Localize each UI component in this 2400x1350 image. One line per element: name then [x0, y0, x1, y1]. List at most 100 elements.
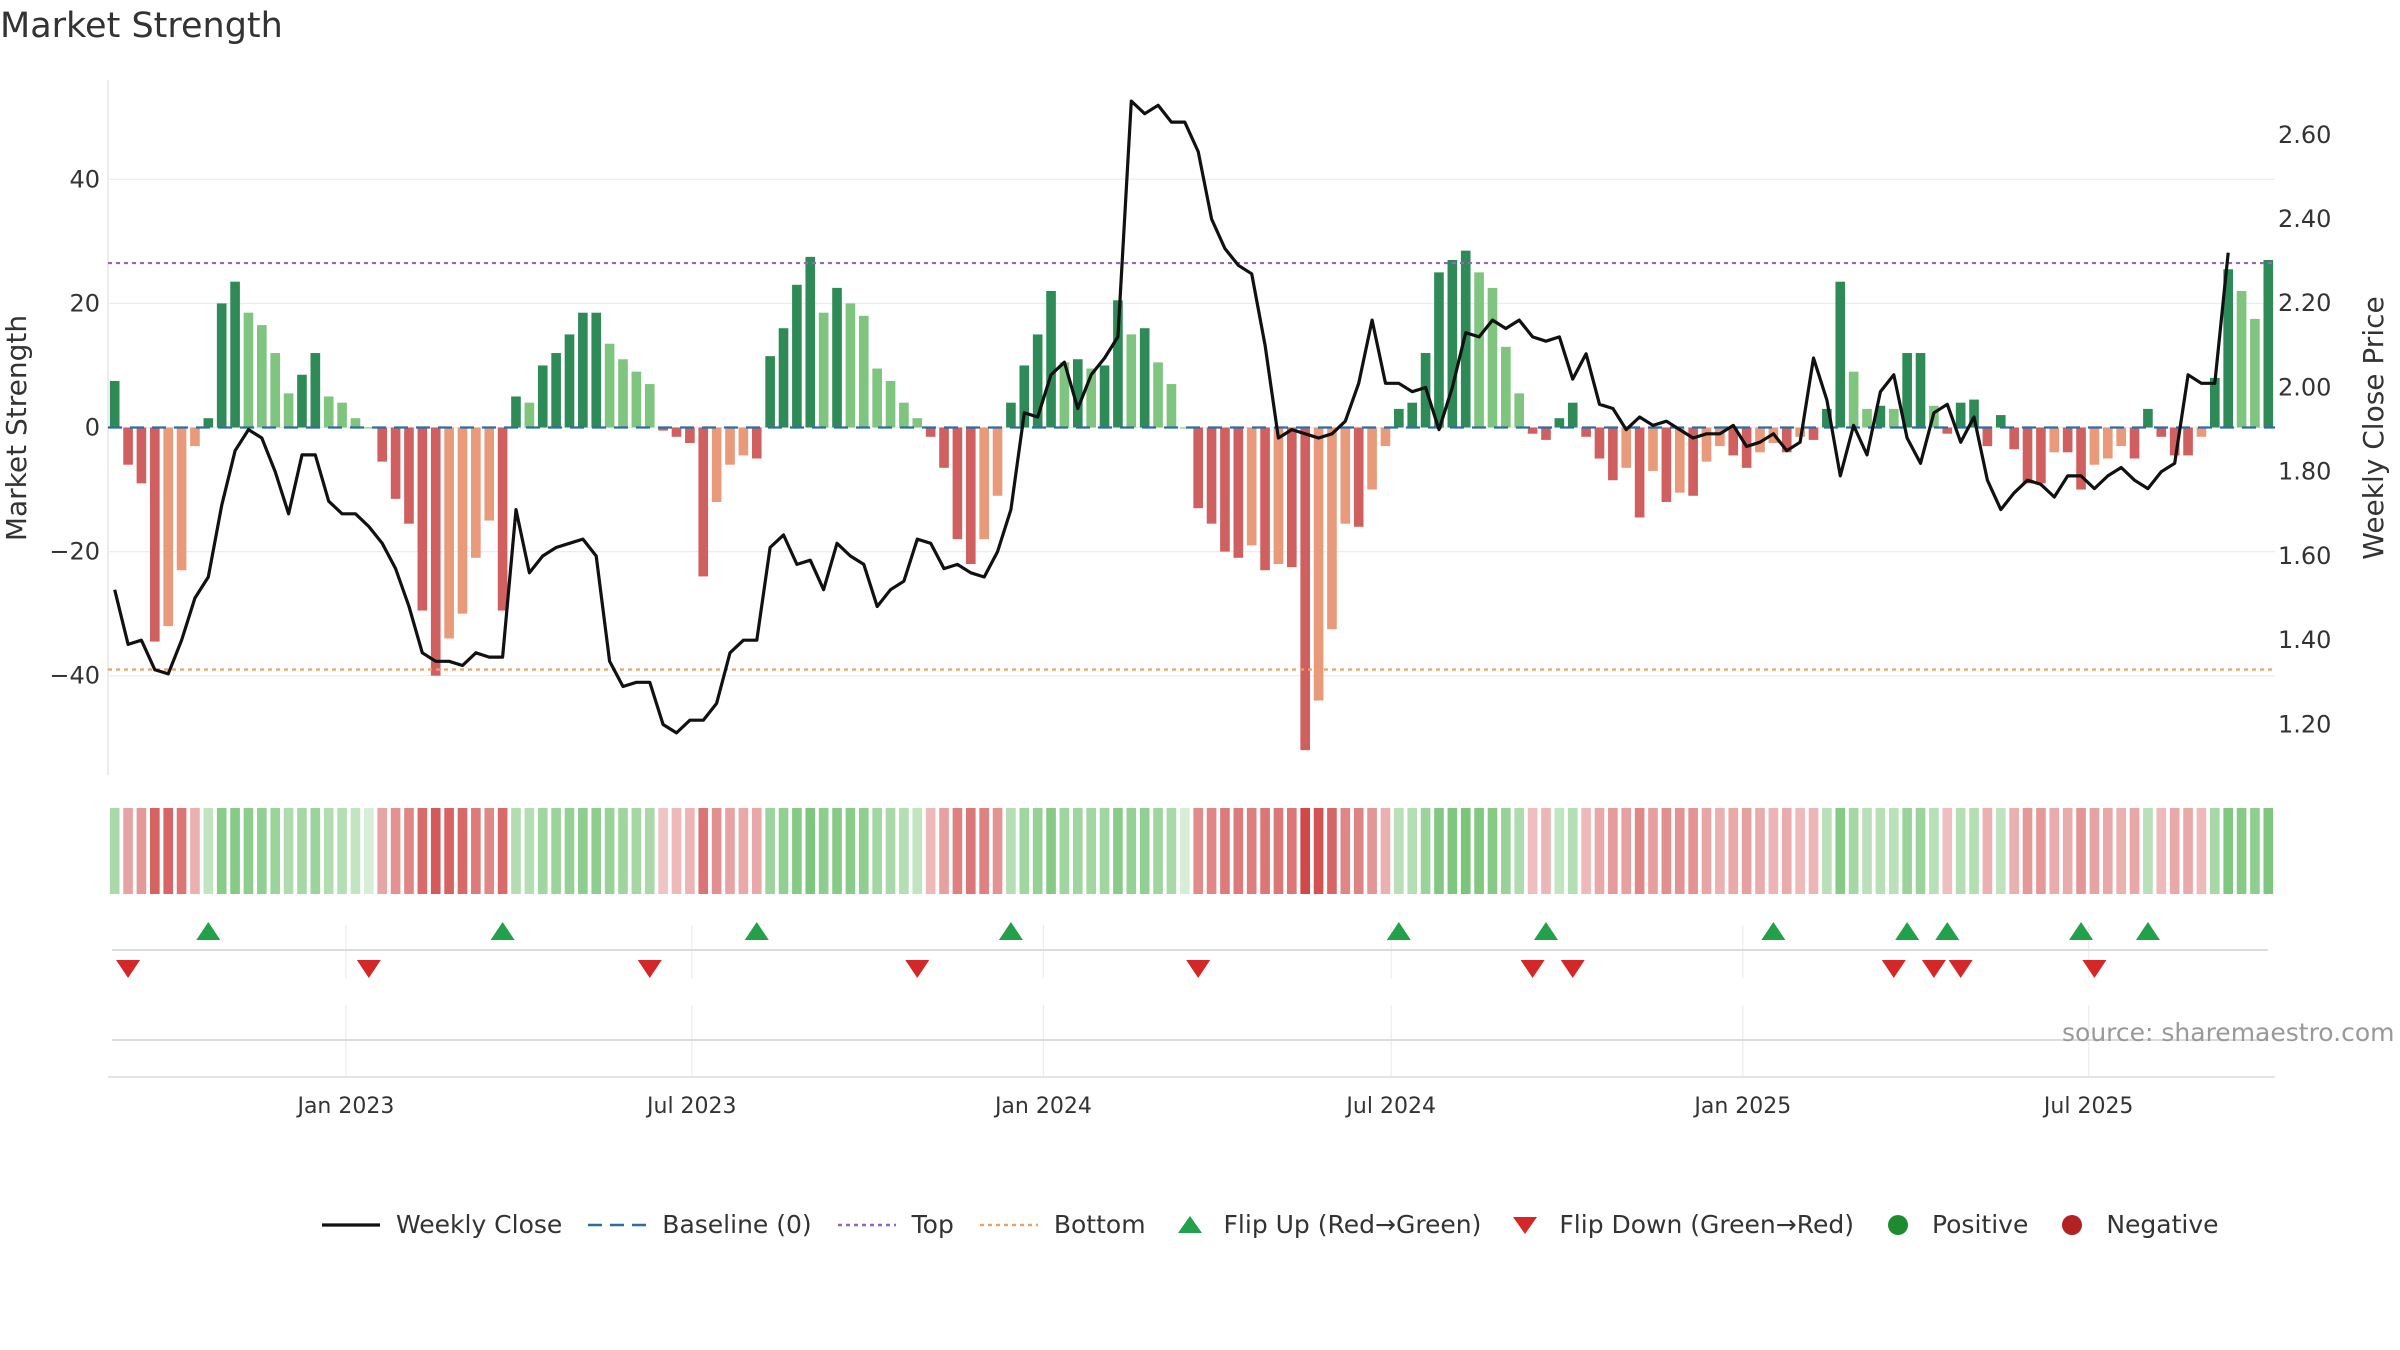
heat-cell — [484, 808, 495, 894]
strength-bar — [1072, 359, 1083, 428]
strength-bar — [2062, 427, 2073, 453]
heat-cell — [1848, 808, 1859, 894]
circle-icon — [2062, 1214, 2083, 1235]
heat-cell — [1340, 808, 1351, 894]
heat-cell — [1862, 808, 1872, 894]
triangle-up-icon — [1177, 1215, 1202, 1233]
strength-bar — [1501, 346, 1511, 428]
strength-bar — [2169, 427, 2180, 456]
y-tick-label: 0 — [85, 414, 100, 442]
heat-cell — [1353, 808, 1364, 894]
strength-bar — [1567, 402, 1578, 428]
heat-cell — [1875, 808, 1886, 894]
strength-bar — [109, 380, 120, 428]
strength-bar — [163, 427, 174, 627]
legend-item: Flip Down (Green→Red) — [1505, 1210, 1854, 1239]
strength-bar — [2183, 427, 2193, 456]
heat-cell — [1888, 808, 1899, 894]
heat-cell — [2036, 808, 2046, 894]
strength-bar — [1888, 408, 1899, 428]
strength-bars — [109, 250, 2274, 751]
heat-cell — [350, 808, 361, 894]
heat-cell — [939, 808, 949, 894]
solid-line-icon — [322, 1222, 380, 1227]
strength-bar — [497, 427, 508, 611]
heat-cell — [564, 808, 575, 894]
strength-bar — [2116, 427, 2126, 447]
legend-label: Weekly Close — [396, 1210, 563, 1239]
heat-cell — [965, 808, 976, 894]
heat-cell — [1902, 808, 1912, 894]
heat-cell — [1006, 808, 1016, 894]
legend-item: Bottom — [978, 1210, 1146, 1239]
strength-bar — [1514, 393, 1525, 428]
strength-bar — [1608, 427, 1618, 481]
strength-bar — [1313, 427, 1324, 701]
circle-icon — [1887, 1214, 1908, 1235]
heat-cell — [1099, 808, 1110, 894]
x-tick-label: Jul 2024 — [1344, 1094, 1436, 1119]
heat-cell — [1046, 808, 1056, 894]
strength-bar — [1394, 408, 1404, 428]
strength-bar — [524, 402, 535, 428]
heat-cell — [725, 808, 735, 894]
heat-cell — [1113, 808, 1123, 894]
heat-cell — [150, 808, 160, 894]
strength-bar — [2156, 427, 2167, 437]
strength-bar — [1781, 427, 1792, 453]
strength-bar — [310, 353, 321, 428]
heat-cell — [1126, 808, 1137, 894]
heat-cell — [1487, 808, 1498, 894]
strength-bar — [2236, 290, 2247, 428]
heat-cell — [1260, 808, 1270, 894]
strength-bar — [885, 380, 896, 428]
legend-label: Positive — [1931, 1210, 2029, 1239]
strength-bar — [1353, 427, 1364, 527]
strength-bar — [1915, 353, 1926, 428]
heat-cell — [1273, 808, 1284, 894]
strength-bar — [832, 287, 842, 428]
strength-bar — [751, 427, 762, 459]
strength-bar — [1006, 402, 1016, 428]
strength-bar — [484, 427, 495, 521]
heat-cell — [430, 808, 441, 894]
heat-cell — [2049, 808, 2060, 894]
strength-bar — [1019, 365, 1030, 428]
strength-bar — [1032, 334, 1043, 428]
heat-cell — [1233, 808, 1244, 894]
heat-cell — [377, 808, 388, 894]
weekly-close-line-layer — [113, 99, 2230, 735]
heat-cell — [1246, 808, 1257, 894]
strength-bar — [1581, 427, 1591, 437]
strength-bar — [2102, 427, 2113, 459]
heat-cell — [497, 808, 508, 894]
flip-up-marker — [1895, 922, 1920, 940]
strength-bar — [377, 427, 388, 462]
legend-label: Bottom — [1053, 1210, 1146, 1239]
strength-bar — [992, 427, 1003, 496]
heat-cell — [1567, 808, 1578, 894]
flip-up-marker — [744, 922, 769, 940]
strength-bar — [337, 402, 347, 428]
strength-bar — [1594, 427, 1605, 459]
dashed-line-icon — [588, 1223, 647, 1226]
strength-bar — [1728, 427, 1739, 456]
strength-bar — [2022, 427, 2033, 484]
x-tick-label: Jan 2025 — [1692, 1094, 1791, 1119]
heat-cell — [471, 808, 481, 894]
x-tick-label: Jul 2025 — [2042, 1094, 2134, 1119]
strength-bar — [939, 427, 949, 468]
heat-cell — [1661, 808, 1672, 894]
strength-bar — [2009, 427, 2019, 450]
strength-bar — [872, 368, 882, 428]
heat-cell — [123, 808, 133, 894]
strength-bar — [965, 427, 976, 565]
heat-cell — [1407, 808, 1418, 894]
strength-bar — [805, 256, 816, 428]
heat-cell — [203, 808, 214, 894]
strength-bar — [1434, 272, 1444, 428]
strength-bar — [1942, 427, 1953, 434]
flip-down-marker — [1186, 960, 1211, 978]
heat-cell — [1514, 808, 1525, 894]
y-tick-label: 40 — [69, 165, 100, 193]
